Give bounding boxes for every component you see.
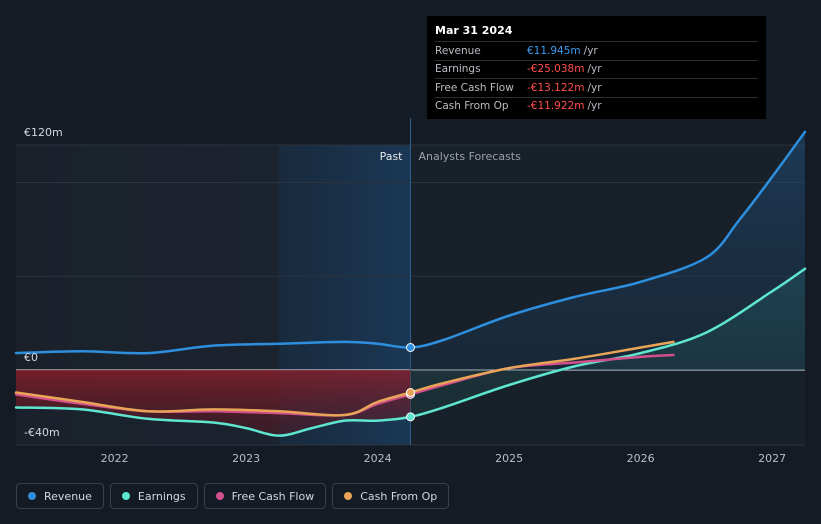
- y-label-zero: €0: [24, 351, 38, 364]
- tooltip-label: Free Cash Flow: [435, 81, 514, 94]
- tooltip-unit: /yr: [587, 63, 602, 76]
- legend-item-cash-from-op[interactable]: Cash From Op: [332, 483, 450, 509]
- cash-from-op-dot-icon: [344, 492, 353, 500]
- x-tick-label: 2026: [627, 452, 655, 465]
- revenue-forecast-fill: [410, 131, 805, 370]
- earnings-marker: [406, 412, 415, 422]
- tooltip-unit: /yr: [587, 100, 602, 113]
- tooltip: Mar 31 2024 Revenue €11.945m /yr Earning…: [427, 16, 766, 119]
- legend-item-revenue[interactable]: Revenue: [16, 483, 104, 509]
- cash-from-op-marker: [406, 388, 415, 397]
- tooltip-row-free-cash-flow: Free Cash Flow -€13.122m /yr: [435, 78, 758, 97]
- x-tick-label: 2023: [232, 452, 260, 465]
- earnings-dot-icon: [121, 492, 130, 500]
- tooltip-date: Mar 31 2024: [435, 24, 513, 37]
- negative-area-fill: [16, 370, 411, 436]
- legend-label: Cash From Op: [360, 489, 438, 503]
- x-tick-label: 2024: [364, 452, 392, 465]
- x-tick-label: 2025: [495, 452, 523, 465]
- free-cash-flow-dot-icon: [215, 492, 224, 500]
- tooltip-value: -€13.122m: [527, 81, 585, 94]
- x-tick-label: 2022: [101, 452, 129, 465]
- tooltip-unit: /yr: [587, 81, 602, 94]
- revenue-dot-icon: [28, 492, 36, 500]
- revenue-line: [14, 130, 807, 355]
- tooltip-label: Revenue: [435, 44, 481, 57]
- cash-from-op-line: [14, 340, 675, 417]
- legend: Revenue Earnings Free Cash Flow Cash Fro…: [16, 483, 450, 509]
- tooltip-row-cash-from-op: Cash From Op -€11.922m /yr: [435, 96, 758, 116]
- legend-label: Free Cash Flow: [231, 489, 315, 503]
- tooltip-value: €11.945m: [527, 44, 581, 57]
- legend-label: Earnings: [137, 489, 186, 503]
- y-label-bottom: -€40m: [24, 426, 60, 439]
- x-tick-label: 2027: [758, 452, 786, 465]
- tooltip-value: -€25.038m: [527, 63, 585, 76]
- legend-label: Revenue: [44, 489, 92, 503]
- tooltip-label: Earnings: [435, 63, 481, 76]
- legend-item-earnings[interactable]: Earnings: [109, 483, 198, 509]
- tooltip-row-earnings: Earnings -€25.038m /yr: [435, 59, 758, 79]
- legend-item-free-cash-flow[interactable]: Free Cash Flow: [203, 483, 327, 509]
- earnings-line: [14, 267, 807, 437]
- tooltip-unit: /yr: [583, 44, 598, 57]
- revenue-marker: [406, 343, 415, 352]
- past-label: Past: [380, 150, 404, 163]
- tooltip-value: -€11.922m: [527, 100, 585, 113]
- earnings-forecast-fill: [410, 268, 805, 417]
- tooltip-label: Cash From Op: [435, 100, 509, 113]
- y-label-top: €120m: [24, 126, 63, 139]
- forecast-label: Analysts Forecasts: [419, 150, 522, 163]
- tooltip-row-revenue: Revenue €11.945m /yr: [435, 41, 758, 60]
